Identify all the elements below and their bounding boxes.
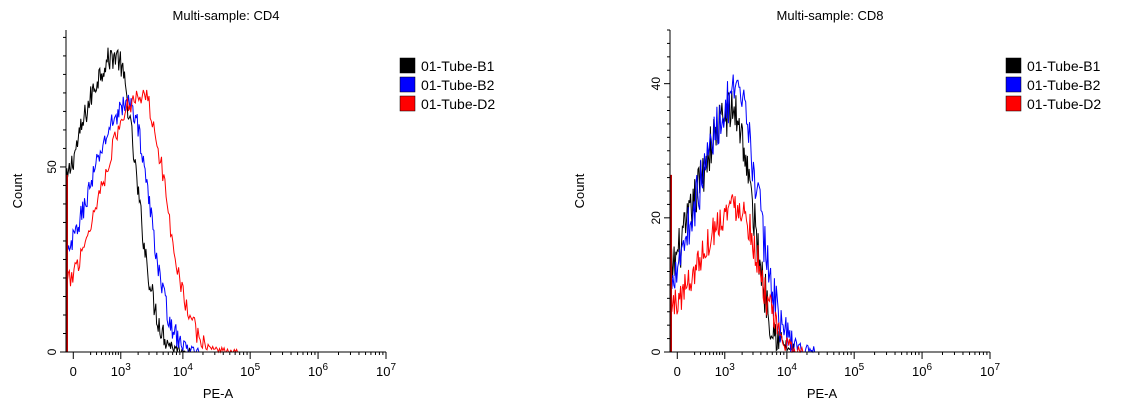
cd8-legend-label-01-tube-d2: 01-Tube-D2: [1027, 96, 1101, 112]
cd4-x-axis-label: PE-A: [203, 386, 234, 401]
cd4-x-tick-label: 0: [70, 364, 77, 379]
cd4-legend-label-01-tube-b2: 01-Tube-B2: [421, 77, 495, 93]
cd8-x-tick-label: 0: [674, 364, 681, 379]
cd8-y-tick-label: 20: [649, 211, 663, 225]
cd4-legend-label-01-tube-b1: 01-Tube-B1: [421, 58, 495, 74]
cd8-legend-swatch-01-tube-d2: [1005, 95, 1022, 112]
cd8-y-tick-label: 40: [649, 77, 663, 91]
cd8-legend-swatch-01-tube-b1: [1005, 57, 1022, 74]
cd4-legend-label-01-tube-d2: 01-Tube-D2: [421, 96, 495, 112]
cd4-histogram-panel: Multi-sample: CD4 0 50 Count 0 103 104 105 106 10…: [0, 0, 562, 405]
cd8-legend-swatch-01-tube-b2: [1005, 76, 1022, 93]
cd8-legend-label-01-tube-b2: 01-Tube-B2: [1027, 77, 1101, 93]
cd8-histogram-panel: Multi-sample: CD8 0 20 40 Count 0 103 104 105 106…: [562, 0, 1124, 405]
cd8-axes-frame: [669, 30, 990, 353]
cd4-x-tick-label: 103: [111, 362, 131, 379]
cd4-x-tick-label: 104: [173, 362, 193, 379]
cd4-x-tick-label: 105: [240, 362, 260, 379]
cd8-series-01-tube-d2: [669, 194, 804, 354]
cd8-x-tick-label: 104: [777, 362, 797, 379]
cd8-legend-label-01-tube-b1: 01-Tube-B1: [1027, 58, 1101, 74]
cd8-histogram: Multi-sample: CD8 0 20 40 Count 0 103 104 105 106…: [572, 8, 1101, 401]
cd8-y-axis-label: Count: [572, 173, 587, 208]
cd4-series-01-tube-d2: [65, 89, 239, 354]
cd8-x-axis-label: PE-A: [807, 386, 838, 401]
cd4-series-01-tube-b1: [65, 47, 191, 354]
cd8-series-01-tube-b2: [669, 74, 816, 354]
cd4-legend-swatch-01-tube-b2: [399, 76, 416, 93]
cd4-legend-swatch-01-tube-d2: [399, 95, 416, 112]
cd4-y-tick-label: 0: [45, 348, 59, 355]
cd4-axes-frame: [65, 30, 386, 353]
cd8-x-tick-label: 106: [912, 362, 932, 379]
cd4-y-axis-label: Count: [10, 173, 25, 208]
cd4-x-tick-label: 107: [376, 362, 396, 379]
cd4-chart-title: Multi-sample: CD4: [173, 8, 280, 23]
cd8-y-tick-label: 0: [649, 348, 663, 355]
cd4-series-01-tube-b2: [65, 94, 200, 353]
cd4-x-tick-label: 106: [308, 362, 328, 379]
cd4-legend-swatch-01-tube-b1: [399, 57, 416, 74]
cd8-x-tick-label: 103: [715, 362, 735, 379]
cd8-x-tick-label: 107: [980, 362, 1000, 379]
cd8-chart-title: Multi-sample: CD8: [777, 8, 884, 23]
cd8-x-tick-label: 105: [844, 362, 864, 379]
cd4-y-tick-label: 50: [45, 160, 59, 174]
cd4-histogram: Multi-sample: CD4 0 50 Count 0 103 104 105 106 10…: [10, 8, 495, 401]
